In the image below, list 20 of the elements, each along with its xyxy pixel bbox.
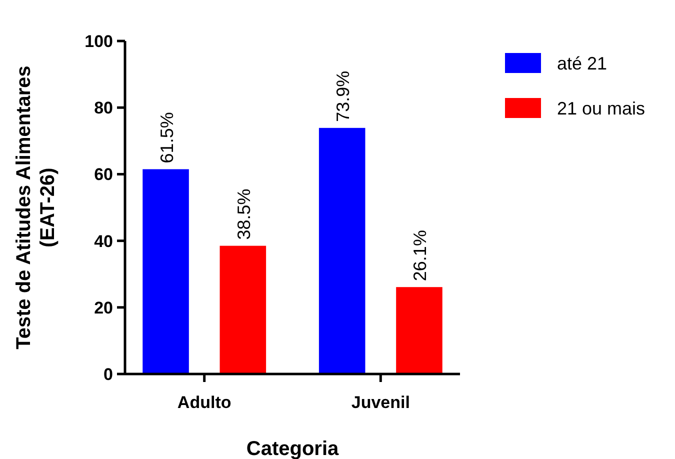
data-label: 73.9% bbox=[333, 70, 354, 122]
x-tick-label: Adulto bbox=[177, 393, 232, 412]
legend-label: 21 ou mais bbox=[557, 98, 646, 118]
y-tick-label: 40 bbox=[94, 232, 113, 251]
y-tick-label: 60 bbox=[94, 165, 113, 184]
y-axis-title: Teste de Atitudes Alimentares (EAT-26) bbox=[13, 66, 59, 350]
data-label: 26.1% bbox=[410, 230, 430, 282]
x-tick-label: Juvenil bbox=[351, 393, 410, 412]
bar bbox=[318, 128, 366, 374]
data-label: 38.5% bbox=[234, 188, 254, 240]
x-axis-title: Categoria bbox=[246, 438, 340, 459]
y-tick-label: 80 bbox=[94, 98, 113, 118]
bar bbox=[142, 169, 189, 374]
y-tick-label: 100 bbox=[84, 32, 113, 51]
legend-label: até 21 bbox=[557, 53, 608, 74]
y-tick-label: 20 bbox=[94, 298, 113, 318]
bar bbox=[220, 246, 266, 374]
y-tick-label: 0 bbox=[104, 364, 113, 384]
bar bbox=[396, 287, 442, 374]
data-label: 61.5% bbox=[156, 112, 177, 164]
